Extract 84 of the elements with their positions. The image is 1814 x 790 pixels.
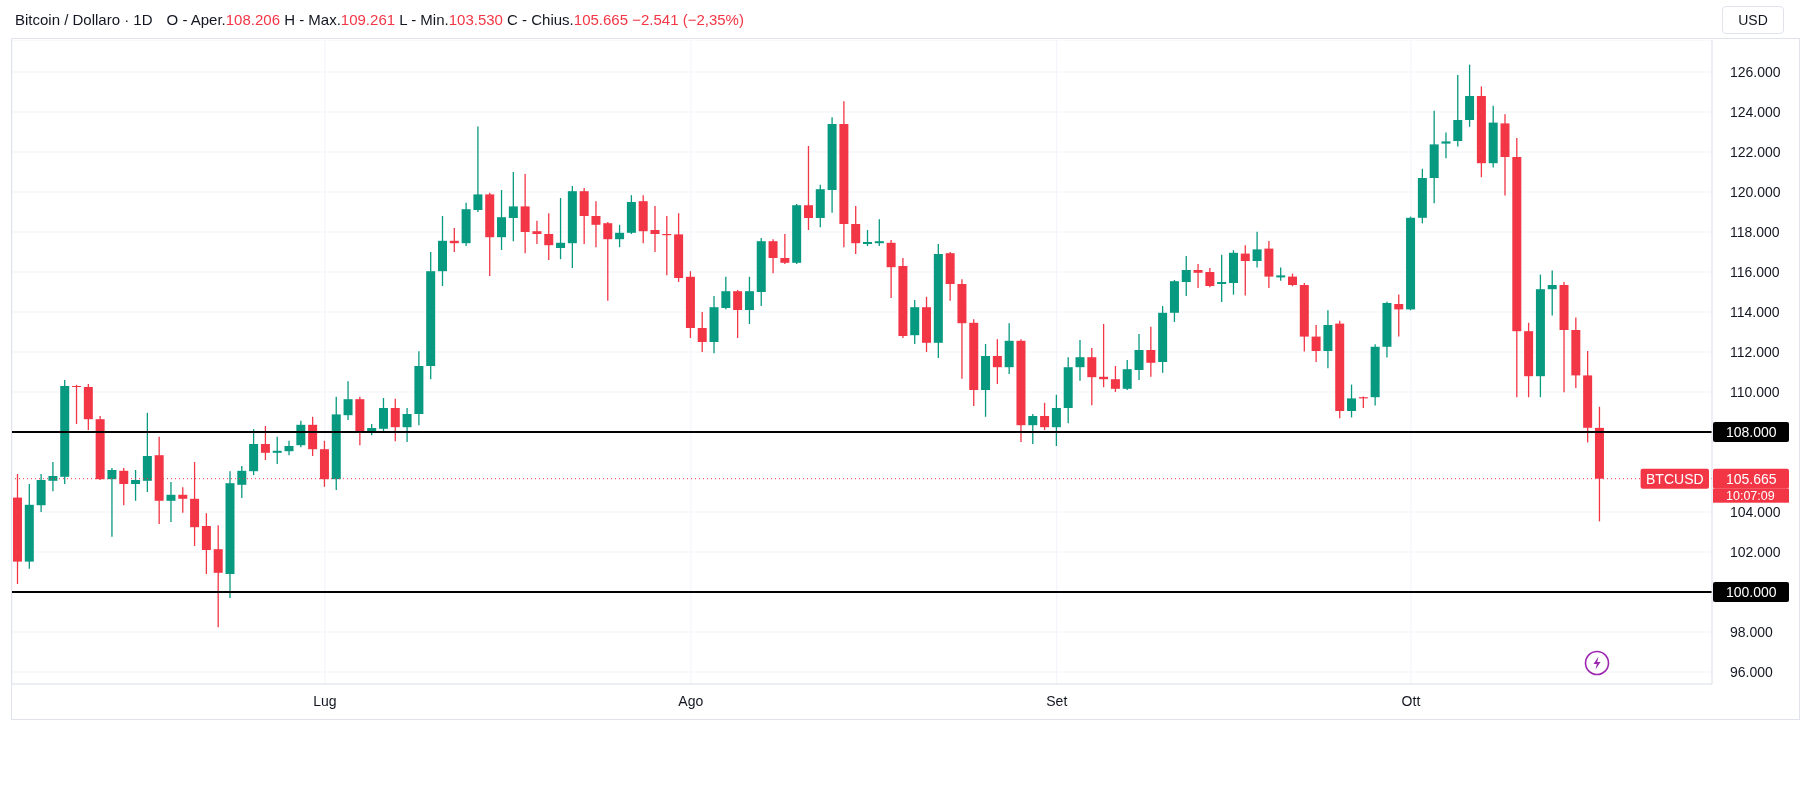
candlestick [874, 218, 884, 247]
candlestick [1252, 231, 1262, 269]
text: 10:07:09 [1726, 489, 1775, 504]
candlestick [803, 145, 813, 231]
candlestick [721, 276, 731, 310]
candlestick [744, 276, 754, 325]
candlestick [1075, 339, 1085, 382]
candlestick [201, 512, 211, 575]
candlestick [402, 407, 412, 443]
candlestick [213, 524, 223, 628]
y-tick-label: 122.000 [1730, 143, 1781, 160]
y-tick-label: 98.000 [1730, 623, 1774, 640]
candlestick [72, 384, 82, 425]
candlestick [733, 289, 743, 339]
candlestick [178, 486, 188, 514]
y-tick-label: 112.000 [1730, 343, 1780, 360]
candlestick [768, 238, 778, 274]
ref-line-label: 108.000 [1726, 424, 1777, 441]
candlestick [378, 397, 388, 434]
candlestick [1181, 255, 1191, 297]
y-tick-label: 120.000 [1730, 183, 1781, 200]
candlestick [1087, 347, 1097, 406]
candlestick [1465, 63, 1475, 128]
y-tick-label: 118.000 [1730, 223, 1780, 240]
candlestick [1547, 269, 1557, 317]
candlestick [1051, 394, 1061, 447]
ref-line-label: 105.665 [1726, 470, 1777, 487]
candlestick [1394, 293, 1404, 338]
candlestick [497, 189, 507, 251]
y-tick-label: 110.000 [1730, 383, 1780, 400]
candlestick [1122, 359, 1132, 391]
candlestick [1205, 267, 1215, 288]
candlestick [615, 224, 625, 248]
candlestick [48, 461, 58, 492]
candlestick [1193, 263, 1203, 289]
candlestick [343, 380, 353, 421]
ref-line-label: 100.000 [1726, 584, 1777, 601]
candlestick [1146, 326, 1156, 378]
candlestick [851, 205, 861, 255]
candlestick [1217, 254, 1227, 303]
y-tick-label: 126.000 [1730, 63, 1781, 80]
candlestick [107, 467, 117, 538]
candlestick [650, 205, 660, 253]
candlestick [1240, 244, 1250, 297]
chart-title: Bitcoin / Dollaro · 1D [15, 11, 153, 28]
candlestick [1311, 324, 1321, 363]
candlestick [1453, 74, 1463, 148]
x-tick-label: Ott [1401, 692, 1421, 709]
candlestick [544, 212, 554, 261]
x-tick-label: Ago [678, 692, 704, 709]
candlestick [390, 398, 400, 442]
text: O - Aper.108.206 H - Max.109.261 L - Min.103.530 C - Chius.105.665 −2.541 (−2,35%) [166, 11, 744, 28]
candlestick [166, 481, 176, 523]
candlestick [532, 220, 542, 245]
candlestick [260, 425, 270, 461]
candlestick [1441, 131, 1451, 159]
y-tick-label: 124.000 [1730, 103, 1781, 120]
y-tick-label: 116.000 [1730, 263, 1780, 280]
y-tick-label: 114.000 [1730, 303, 1780, 320]
candlestick [780, 233, 790, 265]
candlestick [272, 436, 282, 465]
candlestick [284, 440, 294, 456]
y-tick-label: 96.000 [1730, 663, 1774, 680]
candlestick [237, 465, 247, 499]
x-tick-label: Lug [313, 692, 337, 709]
y-tick-label: 104.000 [1730, 503, 1781, 520]
candlestick [603, 221, 613, 302]
candlestick [992, 338, 1002, 385]
candlestick [508, 171, 518, 242]
candlestick [556, 197, 566, 260]
candlestick [1134, 333, 1144, 381]
unit-button: USD [1722, 6, 1784, 34]
candlestick [591, 200, 601, 248]
candlestick [1347, 383, 1357, 419]
candlestick [131, 469, 141, 502]
y-axis-title: USD [1738, 12, 1768, 28]
candlestick [473, 125, 483, 213]
candlestick [697, 311, 707, 353]
candlestick [1040, 402, 1050, 431]
annotation: BTCUSD [1646, 470, 1704, 487]
candlestick [1028, 413, 1038, 445]
y-tick-label: 102.000 [1730, 543, 1781, 560]
candlestick [1110, 365, 1120, 393]
x-tick-label: Set [1046, 692, 1068, 709]
